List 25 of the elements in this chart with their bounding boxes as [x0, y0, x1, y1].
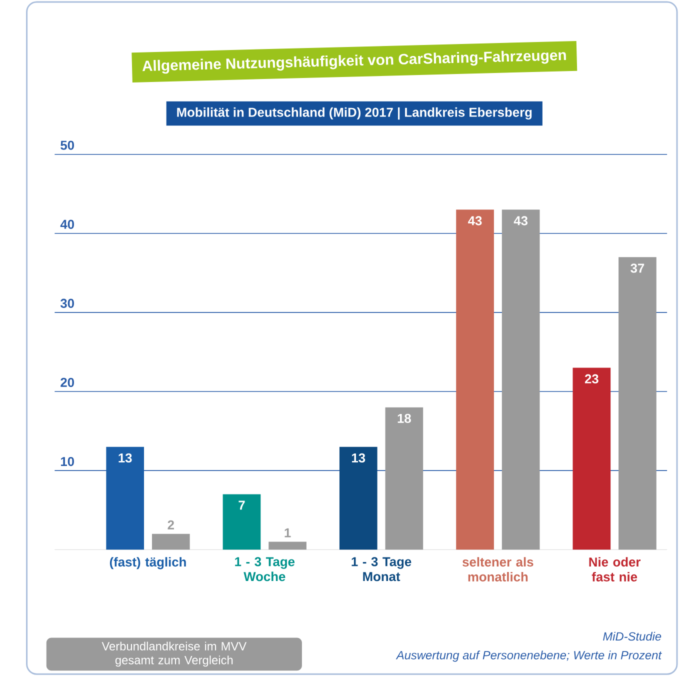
data-label: 2 — [168, 520, 174, 530]
data-label: 43 — [468, 216, 482, 226]
data-label: 23 — [584, 374, 598, 384]
y-tick-label: 40 — [60, 220, 74, 229]
x-tick-label: seltener als monatlich — [462, 557, 534, 582]
y-tick-label: 20 — [60, 378, 74, 387]
y-tick-label: 10 — [60, 456, 74, 466]
y-tick-label: 50 — [60, 140, 74, 150]
x-tick-label: Nie oder fast nie — [589, 557, 641, 582]
chart-subtitle: Mobilität in Deutschland (MiD) 2017 | Landkreis Ebersberg — [177, 107, 532, 120]
chart-title: Allgemeine Nutzungshäufigkeit von CarSharing-Fahrzeugen — [142, 50, 566, 74]
data-label: 43 — [514, 216, 528, 226]
x-tick-label: (fast) täglich — [110, 557, 186, 570]
x-tick-label: 1 - 3 Tage Woche — [235, 557, 295, 582]
data-label: 7 — [238, 500, 245, 510]
data-label: 37 — [630, 264, 644, 273]
text: Auswertung auf Personenebene; Werte in Prozent — [396, 650, 662, 662]
data-label: 13 — [352, 453, 366, 462]
data-label: 13 — [118, 453, 132, 462]
data-label: 1 — [284, 528, 291, 538]
data-label: 18 — [398, 414, 411, 423]
text: Verbundlandkreise im MVV gesamt zum Vergleich — [102, 642, 247, 667]
x-tick-label: 1 - 3 Tage Monat — [352, 557, 412, 582]
y-tick-label: 30 — [60, 298, 74, 308]
text: MiD-Studie — [603, 632, 662, 641]
